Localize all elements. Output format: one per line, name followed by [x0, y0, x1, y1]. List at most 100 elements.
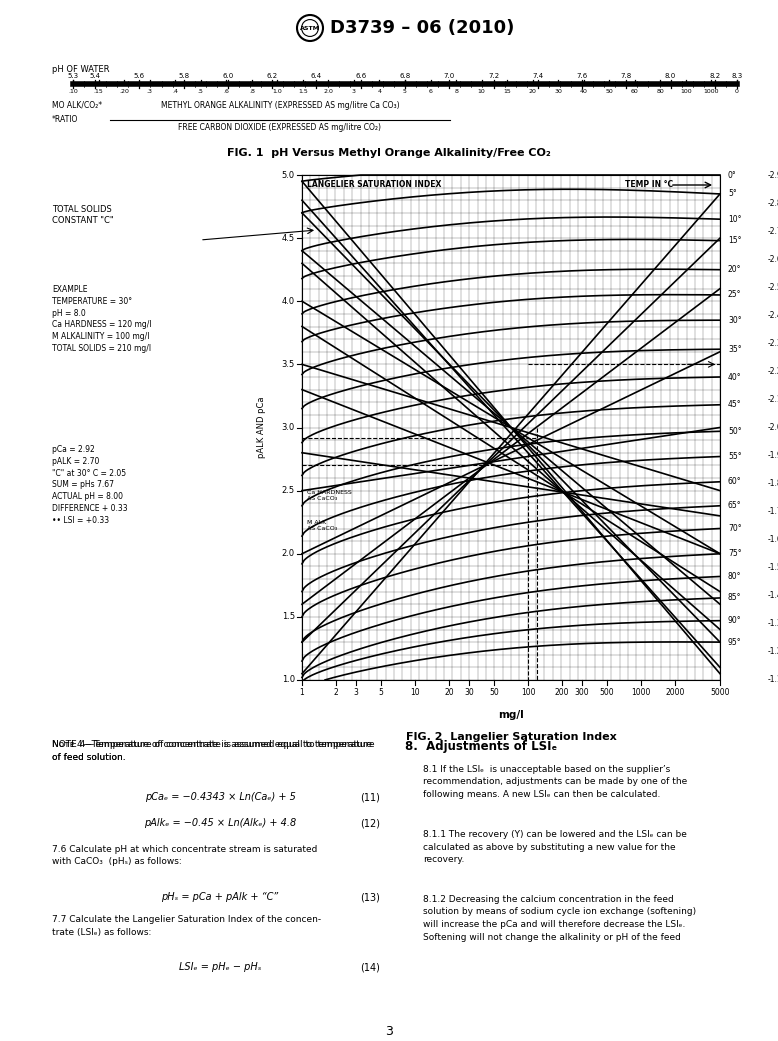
Text: .15: .15: [93, 88, 103, 94]
Text: -2.0: -2.0: [768, 423, 778, 432]
Text: -1.8: -1.8: [768, 479, 778, 488]
Text: 40°: 40°: [728, 373, 741, 381]
Text: 5.3: 5.3: [68, 73, 79, 79]
Text: 100: 100: [680, 88, 692, 94]
Text: MO ALK/CO₂*: MO ALK/CO₂*: [52, 100, 102, 109]
Text: .20: .20: [119, 88, 129, 94]
Text: 5.6: 5.6: [134, 73, 145, 79]
Text: .6: .6: [223, 88, 230, 94]
Text: 80°: 80°: [728, 572, 741, 581]
Text: TOTAL SOLIDS
CONSTANT "C": TOTAL SOLIDS CONSTANT "C": [52, 205, 114, 225]
Text: .3: .3: [146, 88, 152, 94]
Text: FIG. 1  pH Versus Methyl Orange Alkalinity/Free CO₂: FIG. 1 pH Versus Methyl Orange Alkalinit…: [227, 148, 551, 158]
Text: 30: 30: [464, 688, 474, 697]
Text: 5000: 5000: [710, 688, 730, 697]
Text: M ALK
AS CaCO₃: M ALK AS CaCO₃: [307, 520, 337, 531]
Text: 5.0: 5.0: [282, 171, 295, 179]
Text: 8.1.1 The recovery (Y) can be lowered and the LSIₑ can be
calculated as above by: 8.1.1 The recovery (Y) can be lowered an…: [423, 830, 687, 864]
Text: (12): (12): [360, 818, 380, 828]
Text: 3: 3: [385, 1025, 393, 1038]
Text: 7.6 Calculate pH at which concentrate stream is saturated
with CaCO₃  (pHₛ) as f: 7.6 Calculate pH at which concentrate st…: [52, 845, 317, 866]
Text: pCaₑ = −0.4343 × Ln(Caₑ) + 5: pCaₑ = −0.4343 × Ln(Caₑ) + 5: [145, 792, 296, 802]
Text: 8.0: 8.0: [665, 73, 676, 79]
Text: 1000: 1000: [704, 88, 719, 94]
Text: -2.4: -2.4: [768, 311, 778, 320]
Text: 35°: 35°: [728, 345, 741, 354]
Text: -1.1: -1.1: [768, 676, 778, 685]
Text: -1.3: -1.3: [768, 619, 778, 629]
Text: mg/l: mg/l: [498, 710, 524, 720]
Text: 8.1.2 Decreasing the calcium concentration in the feed
solution by means of sodi: 8.1.2 Decreasing the calcium concentrati…: [423, 895, 696, 941]
Text: 1.5: 1.5: [282, 612, 295, 621]
Text: -2.8: -2.8: [768, 199, 778, 207]
Text: Nᴏᴛᴇ 4—Temperature of concentrate is assumed equal to temperature
of feed soluti: Nᴏᴛᴇ 4—Temperature of concentrate is ass…: [52, 740, 372, 762]
Text: 45°: 45°: [728, 401, 741, 409]
Text: 7.6: 7.6: [576, 73, 587, 79]
Text: -1.7: -1.7: [768, 507, 778, 516]
Text: .5: .5: [198, 88, 204, 94]
Text: 80: 80: [657, 88, 664, 94]
Text: 8.1 If the LSIₑ  is unacceptable based on the supplier’s
recommendation, adjustm: 8.1 If the LSIₑ is unacceptable based on…: [423, 765, 687, 799]
Text: 25°: 25°: [728, 290, 741, 300]
Text: EXAMPLE
TEMPERATURE = 30°
pH = 8.0
Ca HARDNESS = 120 mg/l
M ALKALINITY = 100 mg/: EXAMPLE TEMPERATURE = 30° pH = 8.0 Ca HA…: [52, 285, 152, 353]
Text: 2: 2: [334, 688, 338, 697]
Text: -2.3: -2.3: [768, 338, 778, 348]
Text: .4: .4: [172, 88, 178, 94]
Text: 6.8: 6.8: [399, 73, 411, 79]
Text: -2.1: -2.1: [768, 395, 778, 404]
Text: .8: .8: [249, 88, 254, 94]
Text: 10°: 10°: [728, 214, 741, 224]
Text: D3739 – 06 (2010): D3739 – 06 (2010): [330, 19, 514, 37]
Text: 0: 0: [735, 88, 739, 94]
Text: 5: 5: [403, 88, 407, 94]
Text: pHₛ = pCa + pAlk + “C”: pHₛ = pCa + pAlk + “C”: [162, 892, 279, 902]
Text: 8.2: 8.2: [710, 73, 720, 79]
Text: -1.9: -1.9: [768, 451, 778, 460]
Text: 50: 50: [605, 88, 613, 94]
Text: -2.5: -2.5: [768, 283, 778, 291]
Text: 300: 300: [575, 688, 589, 697]
Text: 10: 10: [478, 88, 485, 94]
Text: 0°: 0°: [728, 171, 737, 179]
Text: 7.4: 7.4: [532, 73, 543, 79]
Bar: [302, 175, 720, 680]
Text: 6.6: 6.6: [355, 73, 366, 79]
Text: 5: 5: [379, 688, 384, 697]
Text: 75°: 75°: [728, 550, 741, 558]
Text: -1.5: -1.5: [768, 563, 778, 573]
Text: METHYL ORANGE ALKALINITY (EXPRESSED AS mg/litre Ca CO₃): METHYL ORANGE ALKALINITY (EXPRESSED AS m…: [161, 101, 399, 110]
Text: 1.0: 1.0: [272, 88, 282, 94]
Text: LSIₑ = pHₑ − pHₛ: LSIₑ = pHₑ − pHₛ: [179, 962, 261, 972]
Text: 7.7 Calculate the Langelier Saturation Index of the concen-
trate (LSIₑ) as foll: 7.7 Calculate the Langelier Saturation I…: [52, 915, 321, 937]
Text: 7.2: 7.2: [488, 73, 499, 79]
Text: pCa = 2.92
pALK = 2.70
"C" at 30° C = 2.05
SUM = pHs 7.67
ACTUAL pH = 8.00
DIFFE: pCa = 2.92 pALK = 2.70 "C" at 30° C = 2.…: [52, 445, 128, 525]
Text: LANGELIER SATURATION INDEX: LANGELIER SATURATION INDEX: [307, 180, 441, 189]
Text: 8.  Adjustments of LSIₑ: 8. Adjustments of LSIₑ: [405, 740, 557, 753]
Text: -1.4: -1.4: [768, 591, 778, 601]
Text: 500: 500: [600, 688, 615, 697]
Text: 2.0: 2.0: [324, 88, 333, 94]
Text: 4.5: 4.5: [282, 233, 295, 243]
Text: 7.0: 7.0: [443, 73, 455, 79]
Text: 7.8: 7.8: [621, 73, 632, 79]
Text: 6: 6: [429, 88, 433, 94]
Text: 5.4: 5.4: [89, 73, 100, 79]
Text: 95°: 95°: [728, 638, 741, 646]
Text: 30: 30: [554, 88, 562, 94]
Text: 60°: 60°: [728, 477, 741, 486]
Text: 3.5: 3.5: [282, 360, 295, 369]
Text: 20: 20: [444, 688, 454, 697]
Text: 8: 8: [454, 88, 458, 94]
Text: -2.7: -2.7: [768, 227, 778, 235]
Text: 20°: 20°: [728, 265, 741, 274]
Text: 60: 60: [631, 88, 639, 94]
Text: 70°: 70°: [728, 524, 741, 533]
Text: pH OF WATER: pH OF WATER: [52, 65, 110, 74]
Text: pAlkₑ = −0.45 × Ln(Alkₑ) + 4.8: pAlkₑ = −0.45 × Ln(Alkₑ) + 4.8: [144, 818, 296, 828]
Text: 100: 100: [520, 688, 535, 697]
Text: 5°: 5°: [728, 189, 737, 199]
Text: (11): (11): [360, 792, 380, 802]
Text: 85°: 85°: [728, 593, 741, 603]
Text: 200: 200: [555, 688, 569, 697]
Text: 30°: 30°: [728, 315, 741, 325]
